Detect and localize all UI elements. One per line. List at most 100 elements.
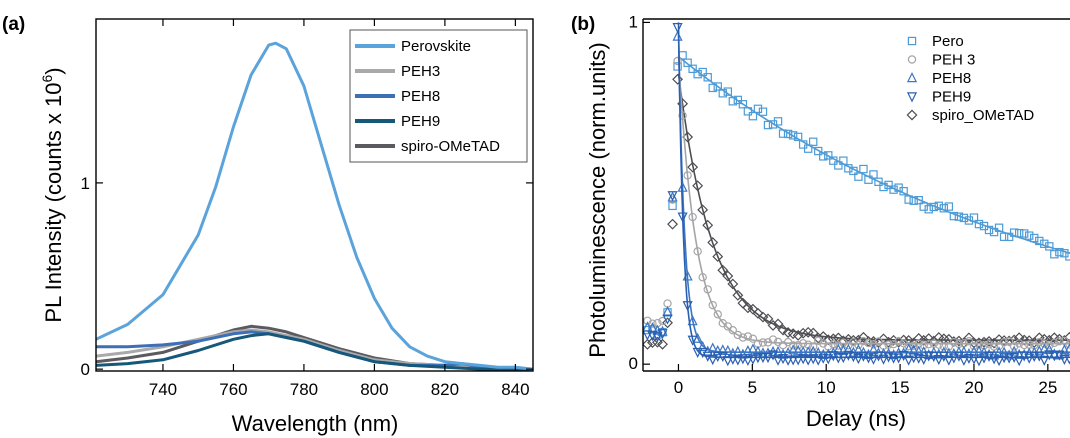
panel-b-data-point [758,107,768,116]
panel-b-data-point [869,170,878,179]
panel-b-data-point [752,345,764,356]
panel-b-data-point [1045,341,1054,350]
panel-b-data-point [767,350,779,361]
panel-b-data-point [797,327,809,339]
panel-b-data-point [824,151,833,160]
panel-b-label: (b) [571,14,595,35]
panel-b-data-point [1004,232,1014,242]
panel-b-data-point [999,338,1009,347]
panel-b-data-point [1039,355,1050,366]
panel-a-x-tick-label: 780 [290,380,318,399]
panel-b-data-point [1063,331,1070,343]
panel-b-data-point [732,355,743,366]
panel-b-data-point [894,337,903,346]
panel-b-data-point [1059,354,1070,365]
panel-b-data-point [772,355,784,366]
panel-b-data-point [833,343,844,354]
panel-b-data-point [1055,247,1064,257]
panel-b-data-point [667,218,678,230]
panel-b-fit-line [677,22,1070,359]
panel-b-data-point [978,353,990,364]
panel-b-data-point [738,100,748,109]
panel-a-series-perovskite [95,41,534,371]
panel-a-y-tick-label: 1 [81,174,90,193]
panel-a-series-peh9 [95,332,533,371]
panel-b-series-peh9 [643,22,1070,367]
panel-b-data-point [733,95,743,105]
panel-b-y-tick-label: 1 [629,12,638,31]
panel-b-legend-marker [906,109,918,121]
panel-b-data-point [918,354,929,365]
panel-b-data-point [964,336,974,346]
panel-b-legend-label: Pero [932,33,964,50]
panel-b-data-point [1030,233,1039,243]
panel-b-y-axis-title: Photoluminescence (norm.units) [585,42,610,357]
panel-b-data-point [934,340,943,349]
panel-b-x-tick-label: 10 [817,378,836,397]
panel-b-data-point [673,56,682,66]
panel-b-data-point [707,355,718,366]
panel-b-data-point [788,131,798,140]
panel-b-data-point [949,337,959,347]
panel-b-legend-marker [907,36,917,46]
panel-b-data-point [1019,340,1029,350]
panel-a-x-tick-label: 840 [501,380,529,399]
panel-b-data-point [767,319,779,331]
panel-b-data-point [809,137,818,146]
panel-b-data-point [717,264,729,276]
panel-b-data-point [868,354,879,365]
panel-b-data-point [1044,343,1055,355]
panel-b-data-point [647,337,658,348]
panel-b-data-point [919,340,928,350]
panel-b-data-point [783,355,794,366]
panel-b-data-point [918,334,930,346]
panel-b-data-point [874,177,883,186]
panel-b-data-point [1013,332,1025,344]
panel-a-y-axis-title-main: PL Intensity (counts x 10 [41,83,66,323]
panel-b-data-point [817,331,829,342]
panel-b-data-point [859,164,868,174]
panel-b-data-point [909,341,918,350]
panel-b-data-point [1050,250,1059,259]
panel-b-data-point [688,64,697,74]
panel-b-x-tick-label: 5 [748,378,757,397]
panel-b-data-point [648,319,657,328]
panel-b-data-point [667,191,678,202]
panel-b-data-point [1009,345,1020,356]
panel-b-data-point [738,333,748,342]
panel-b-data-point [652,332,663,343]
panel-b-data-point [672,30,683,41]
panel-a-y-axis-title: PL Intensity (counts x 106) [39,67,66,322]
panel-b-data-point [708,83,717,93]
panel-b-data-point [762,313,774,325]
panel-b-data-point [793,341,803,350]
panel-b-data-point [859,336,868,346]
panel-b-data-point [783,129,793,139]
panel-b-data-point [969,341,979,351]
panel-b-data-point [707,237,719,248]
panel-b-data-point [743,332,753,341]
panel-b-data-point [803,355,814,366]
panel-b-data-point [878,354,889,365]
panel-b-legend-label: PEH 3 [932,52,975,69]
panel-b-data-point [673,62,682,71]
panel-a: (a) 740 760 780 800 820 840 0 1 Wavelength (nm)… [2,14,534,436]
panel-a-label: (a) [2,14,25,35]
panel-b-fit-line [677,32,1070,354]
panel-b-data-point [914,195,923,205]
panel-b-data-point [753,104,763,114]
panel-b-data-point [773,117,783,126]
panel-b-data-point [643,338,653,350]
panel-b-x-axis-title: Delay (ns) [806,406,906,431]
panel-b-data-point [1049,351,1060,362]
panel-b-data-point [793,355,804,366]
panel-b-data-point [683,58,692,67]
panel-b-data-point [657,325,668,336]
panel-b-data-point [958,345,969,356]
panel-b-data-point [672,73,684,85]
panel-b-data-point [768,120,778,129]
panel-b-data-point [823,354,834,365]
panel-a-x-tick-label: 820 [431,380,459,399]
panel-b-data-point [697,204,709,216]
